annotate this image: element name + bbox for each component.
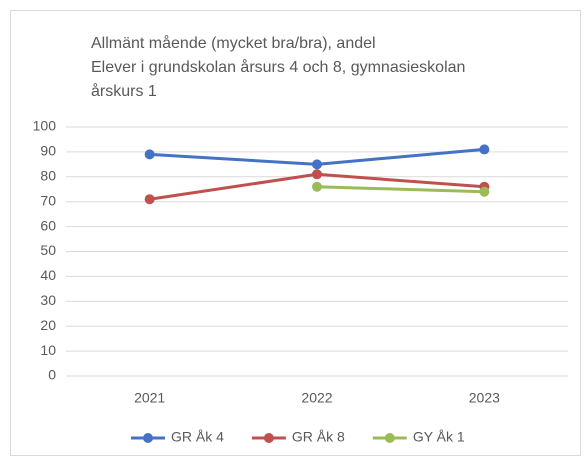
y-tick-label: 40 [40, 267, 56, 283]
legend-label: GR Åk 4 [171, 429, 224, 445]
y-tick-label: 50 [40, 242, 56, 258]
data-point [479, 186, 490, 197]
y-tick-label: 30 [40, 292, 56, 308]
data-point [144, 194, 155, 205]
chart-title: Allmänt mående (mycket bra/bra), andel [91, 34, 376, 52]
series-line [316, 185, 485, 194]
y-tick-label: 100 [33, 118, 57, 134]
y-tick-label: 90 [40, 143, 56, 159]
data-point [312, 181, 322, 192]
chart-title: Elever i grundskolan årsurs 4 och 8, gym… [91, 58, 465, 76]
legend-label: GY Åk 1 [413, 429, 465, 445]
legend-marker [384, 433, 395, 443]
data-point [479, 144, 490, 155]
y-tick-label: 80 [40, 168, 56, 184]
data-point [312, 159, 322, 170]
y-tick-label: 0 [48, 367, 56, 383]
chart-frame [10, 10, 581, 456]
legend-label: GR Åk 8 [292, 429, 345, 445]
y-tick-label: 10 [40, 342, 56, 358]
data-point [312, 169, 322, 180]
x-tick-label: 2021 [134, 390, 165, 406]
x-tick-label: 2022 [301, 390, 332, 406]
y-tick-label: 60 [40, 217, 56, 233]
y-tick-label: 20 [40, 317, 56, 333]
legend-marker [263, 433, 274, 443]
x-tick-label: 2023 [469, 390, 500, 406]
data-point [144, 149, 155, 160]
legend-marker [143, 433, 153, 443]
y-tick-label: 70 [40, 192, 56, 208]
chart-title: årskurs 1 [91, 82, 157, 100]
